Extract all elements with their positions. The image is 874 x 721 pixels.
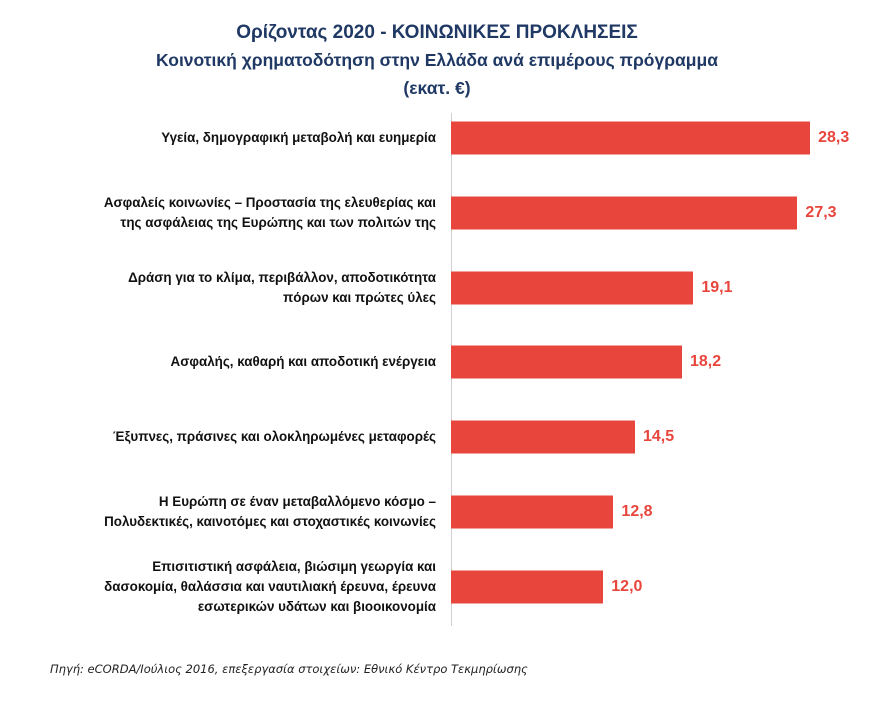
source-note: Πηγή: eCORDA/Ιούλιος 2016, επεξεργασία σ… [50, 662, 528, 676]
category-label: Επισιτιστική ασφάλεια, βιώσιμη γεωργία κ… [104, 558, 436, 614]
category-label: Ασφαλείς κοινωνίες – Προστασία της ελευθ… [103, 194, 436, 230]
category-label: Υγεία, δημογραφική μεταβολή και ευημερία [161, 130, 436, 145]
chart-title: Ορίζοντας 2020 - ΚΟΙΝΩΝΙΚΕΣ ΠΡΟΚΛΗΣΕΙΣ [236, 22, 638, 43]
bar [451, 420, 635, 454]
data-label: 14,5 [643, 428, 675, 446]
data-label: 18,2 [689, 353, 722, 371]
data-label: 28,3 [818, 129, 850, 146]
bar [451, 271, 694, 305]
data-label: 27,3 [805, 203, 837, 221]
category-label: Έξυπνες, πράσινες και ολοκληρωμένες μετα… [113, 429, 436, 445]
category-label: Δράση για το κλίμα, περιβάλλον, αποδοτικ… [128, 269, 436, 305]
chart-subtitle: Κοινοτική χρηματοδότηση στην Ελλάδα ανά … [156, 50, 718, 70]
chart-unit-label: (εκατ. €) [403, 78, 471, 98]
bar [451, 570, 604, 604]
bar [451, 121, 811, 155]
category-label: Ασφαλής, καθαρή και αποδοτική ενέργεια [170, 354, 436, 370]
bar [451, 495, 614, 529]
bar [451, 345, 682, 379]
data-label: 12,0 [611, 577, 643, 595]
bar [451, 196, 798, 230]
category-label: Η Ευρώπη σε έναν μεταβαλλόμενο κόσμο – Π… [104, 494, 436, 529]
data-label: 19,1 [701, 278, 733, 296]
data-label: 12,8 [621, 503, 653, 520]
